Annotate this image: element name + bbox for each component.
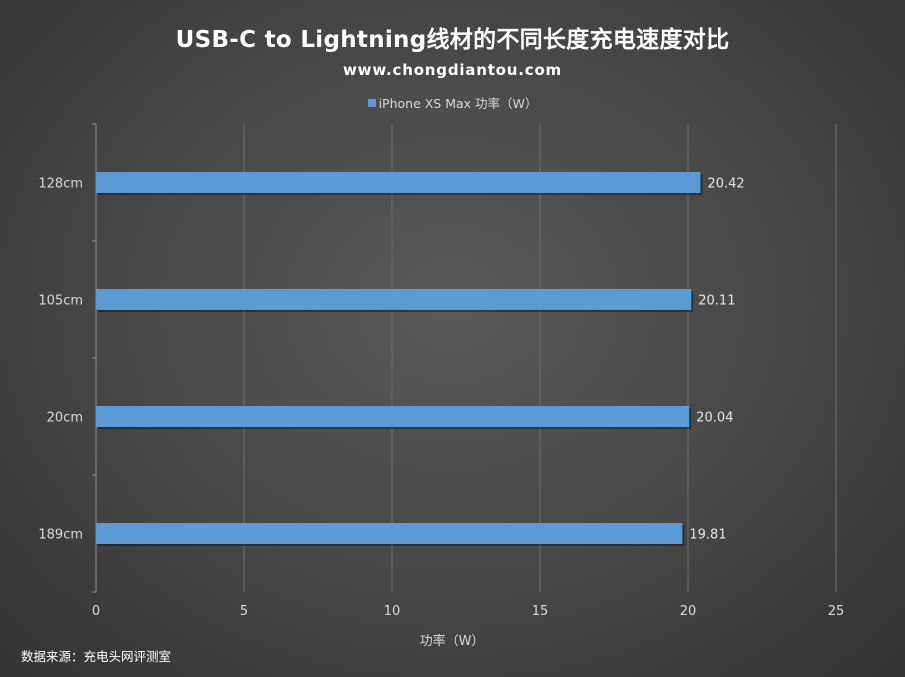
x-tick-label: 20 <box>680 604 697 619</box>
x-tick-labels: 0 5 10 15 20 25 <box>92 604 844 619</box>
data-label: 19.81 <box>689 528 726 543</box>
category-labels: 128cm 105cm 20cm 189cm <box>38 177 83 543</box>
data-label: 20.11 <box>698 294 735 309</box>
legend-swatch <box>367 99 376 107</box>
x-tick-label: 0 <box>92 604 100 619</box>
legend-label: iPhone XS Max 功率（W） <box>378 96 538 111</box>
chart-subtitle: www.chongdiantou.com <box>343 61 562 79</box>
gridlines <box>95 124 837 592</box>
y-axis <box>92 123 97 593</box>
bar <box>96 523 683 544</box>
category-label: 189cm <box>38 528 83 543</box>
category-label: 128cm <box>38 177 83 192</box>
data-label: 20.42 <box>707 177 744 192</box>
x-tick-label: 25 <box>828 604 845 619</box>
x-axis-label: 功率（W） <box>420 633 485 649</box>
legend: iPhone XS Max 功率（W） <box>0 93 905 112</box>
bar <box>96 289 692 310</box>
bars <box>96 172 703 546</box>
category-label: 105cm <box>38 294 83 309</box>
source-note: 数据来源：充电头网评测室 <box>21 649 172 664</box>
x-tick-label: 15 <box>532 604 549 619</box>
category-label: 20cm <box>47 411 83 426</box>
chart-title: USB-C to Lightning线材的不同长度充电速度对比 <box>175 27 730 53</box>
bar <box>96 172 701 193</box>
x-tick-label: 5 <box>240 604 248 619</box>
bar <box>96 406 690 427</box>
data-labels: 20.42 20.11 20.04 19.81 <box>689 177 744 543</box>
x-tick-label: 10 <box>384 604 401 619</box>
data-label: 20.04 <box>696 411 733 426</box>
